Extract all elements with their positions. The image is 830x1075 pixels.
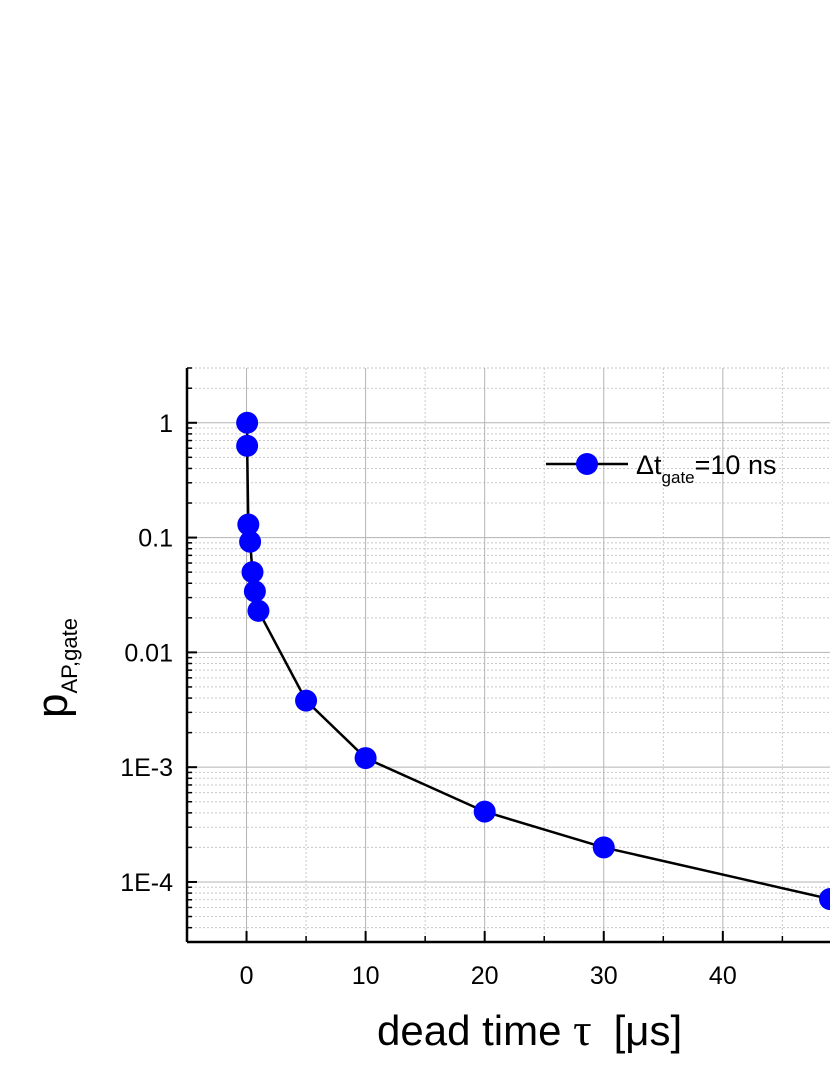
y-tick-label: 1 xyxy=(159,410,173,438)
legend-label-rest: =10 ns xyxy=(695,450,777,480)
ticks xyxy=(186,367,784,943)
data-point xyxy=(473,800,496,823)
y-axis-title: pAP,gate xyxy=(28,618,82,718)
series xyxy=(236,411,830,911)
x-tick-label: 40 xyxy=(709,962,737,990)
legend-label-sub: gate xyxy=(662,468,695,487)
data-point xyxy=(819,888,830,911)
y-axis-title-sub: AP,gate xyxy=(57,618,82,693)
x-axis-title-unit: [μs] xyxy=(614,1007,683,1054)
x-tick-label: 20 xyxy=(471,962,499,990)
x-axis-title-main: dead time xyxy=(377,1007,573,1054)
y-tick-label: 1E-3 xyxy=(120,754,173,782)
legend-marker-sample xyxy=(576,453,598,475)
data-point xyxy=(354,747,377,770)
legend-label-main: Δt xyxy=(636,450,662,480)
series-line xyxy=(245,422,830,901)
legend: Δtgate=10 ns xyxy=(546,450,776,487)
y-tick-label: 1E-4 xyxy=(120,869,173,897)
y-axis-title-main: p xyxy=(28,694,77,718)
data-point xyxy=(247,599,270,622)
data-point xyxy=(236,411,259,434)
data-point xyxy=(295,689,318,712)
legend-label: Δtgate=10 ns xyxy=(636,450,776,487)
x-tick-label: 30 xyxy=(590,962,618,990)
data-point xyxy=(239,530,262,553)
data-point xyxy=(243,580,266,603)
x-axis-title-symbol: τ xyxy=(573,1004,592,1055)
y-tick-label: 0.1 xyxy=(138,525,173,553)
x-tick-label: 0 xyxy=(240,962,254,990)
data-point xyxy=(592,836,615,859)
data-point xyxy=(236,434,259,457)
x-axis-title: dead time τ [μs] xyxy=(377,1004,682,1055)
x-tick-label: 10 xyxy=(352,962,380,990)
data-point xyxy=(241,561,264,584)
y-tick-label: 0.01 xyxy=(124,639,173,667)
data-point xyxy=(237,513,260,536)
grid-minor xyxy=(186,367,830,943)
